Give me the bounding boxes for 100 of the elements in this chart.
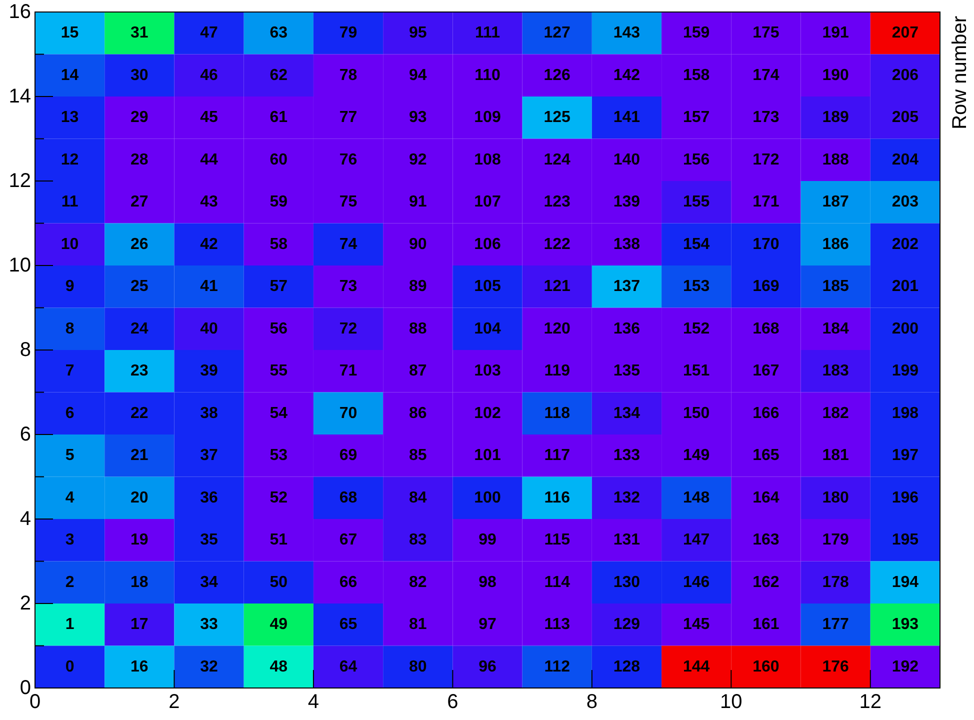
- y-tick-label: 0: [20, 677, 31, 699]
- data-label: 131: [613, 532, 640, 549]
- y-tick-label: 4: [20, 508, 31, 530]
- data-label: 141: [613, 109, 640, 126]
- data-label: 164: [752, 489, 780, 506]
- data-label: 65: [339, 616, 358, 634]
- data-label: 128: [613, 658, 640, 676]
- data-label: 123: [544, 194, 571, 211]
- data-label: 202: [892, 236, 919, 253]
- data-label: 162: [752, 574, 780, 591]
- data-label: 206: [892, 66, 919, 84]
- data-label: 5: [65, 447, 74, 464]
- data-label: 181: [822, 447, 850, 464]
- data-label: 85: [408, 447, 427, 464]
- data-label: 205: [892, 109, 919, 126]
- data-label: 89: [408, 278, 427, 296]
- x-tick-label: 2: [168, 691, 180, 713]
- data-label: 136: [613, 320, 640, 338]
- data-label: 27: [130, 194, 148, 211]
- data-label: 103: [474, 362, 501, 380]
- data-label: 182: [822, 404, 850, 422]
- data-label: 102: [474, 404, 501, 422]
- data-label: 180: [822, 489, 850, 506]
- data-label: 73: [339, 278, 358, 296]
- data-label: 74: [339, 236, 358, 253]
- data-label: 4: [65, 489, 74, 506]
- data-label: 93: [408, 109, 427, 126]
- data-label: 57: [270, 278, 288, 296]
- data-label: 190: [822, 66, 850, 84]
- data-label: 135: [613, 362, 640, 380]
- data-label: 98: [478, 574, 496, 591]
- data-label: 149: [682, 447, 710, 464]
- data-label: 81: [408, 616, 427, 634]
- data-label: 108: [474, 151, 501, 168]
- data-label: 34: [200, 574, 218, 591]
- data-label: 198: [892, 404, 919, 422]
- data-label: 157: [682, 109, 710, 126]
- data-label: 70: [339, 404, 358, 422]
- data-label: 194: [892, 574, 919, 591]
- data-label: 91: [408, 194, 427, 211]
- data-label: 78: [339, 66, 358, 84]
- y-tick-label: 2: [20, 592, 31, 614]
- data-label: 139: [613, 194, 640, 211]
- data-label: 55: [270, 362, 288, 380]
- data-label: 39: [200, 362, 218, 380]
- data-label: 184: [822, 320, 850, 338]
- data-label: 155: [682, 194, 710, 211]
- data-label: 1: [65, 616, 74, 634]
- data-label: 107: [474, 194, 501, 211]
- data-label: 42: [200, 236, 218, 253]
- data-label: 158: [682, 66, 710, 84]
- data-label: 177: [822, 616, 850, 634]
- data-label: 176: [822, 658, 850, 676]
- data-label: 62: [270, 66, 288, 84]
- data-label: 16: [130, 658, 148, 676]
- data-label: 116: [544, 489, 570, 506]
- data-label: 83: [408, 532, 427, 549]
- data-label: 90: [408, 236, 427, 253]
- data-label: 152: [682, 320, 710, 338]
- y-tick-label: 10: [8, 254, 31, 276]
- data-label: 76: [339, 151, 358, 168]
- data-label: 170: [752, 236, 780, 253]
- data-label: 54: [270, 404, 288, 422]
- y-tick-label: 14: [8, 86, 31, 108]
- data-label: 117: [544, 447, 570, 464]
- data-label: 142: [613, 66, 640, 84]
- data-label: 109: [474, 109, 501, 126]
- data-label: 112: [544, 658, 570, 676]
- data-label: 100: [474, 489, 501, 506]
- data-label: 167: [752, 362, 780, 380]
- data-label: 163: [752, 532, 780, 549]
- data-label: 110: [474, 66, 501, 84]
- data-label: 191: [822, 24, 850, 42]
- data-label: 124: [544, 151, 571, 168]
- data-label: 97: [478, 616, 496, 634]
- data-label: 75: [339, 194, 358, 211]
- data-label: 28: [130, 151, 148, 168]
- data-label: 186: [822, 236, 850, 253]
- data-label: 153: [682, 278, 710, 296]
- data-label: 166: [752, 404, 780, 422]
- data-label: 25: [130, 278, 148, 296]
- data-label: 125: [544, 109, 571, 126]
- data-label: 10: [60, 236, 79, 253]
- data-label: 60: [270, 151, 288, 168]
- data-label: 95: [408, 24, 427, 42]
- data-label: 203: [892, 194, 919, 211]
- data-label: 156: [682, 151, 710, 168]
- data-label: 171: [752, 194, 780, 211]
- data-label: 187: [822, 194, 850, 211]
- data-label: 72: [339, 320, 358, 338]
- data-label: 132: [613, 489, 640, 506]
- data-label: 94: [408, 66, 427, 84]
- data-label: 67: [339, 532, 358, 549]
- data-label: 84: [408, 489, 427, 506]
- data-label: 63: [270, 24, 288, 42]
- data-label: 9: [65, 278, 74, 296]
- data-label: 121: [544, 278, 571, 296]
- data-label: 178: [822, 574, 850, 591]
- data-label: 106: [474, 236, 501, 253]
- data-label: 126: [544, 66, 571, 84]
